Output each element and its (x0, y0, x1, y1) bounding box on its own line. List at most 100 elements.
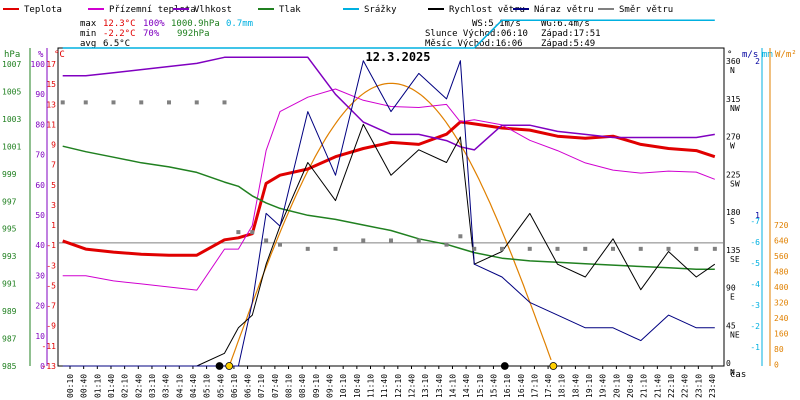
temp-axis-tick: 7 (51, 161, 56, 170)
x-tick-label: 12:10 (394, 374, 403, 398)
wind-direction-point (222, 100, 227, 105)
temp-axis-tick: -7 (46, 302, 56, 311)
dir-axis-tick: N (730, 66, 735, 75)
solar-axis-tick: 320 (774, 299, 789, 308)
axis-unit-labels: hPa % °C ° m/s mm W/m² čas (4, 50, 797, 380)
hpa-axis-tick: 997 (2, 197, 17, 206)
dir-axis-tick: 315 (726, 95, 741, 104)
temp-axis-tick: 9 (51, 141, 56, 150)
stats-block: max 12.3°C 100% 1000.9hPa 0.7mm min -2.2… (80, 19, 253, 49)
degc-unit-label: °C (54, 50, 65, 60)
hpa-axis-tick: 1007 (2, 60, 21, 69)
x-tick-label: 13:10 (421, 374, 430, 398)
temp-axis-tick: -9 (46, 322, 56, 331)
x-tick-label: 03:40 (162, 374, 171, 398)
deg-unit-label: ° (727, 50, 732, 60)
dir-axis-tick: 270 (726, 133, 741, 142)
mm-axis-tick: -3 (750, 301, 760, 310)
x-tick-label: 20:40 (626, 374, 635, 398)
solar-axis-tick: 0 (774, 361, 779, 370)
y-axes: 1007100510031001999997995993991989987985… (2, 48, 789, 377)
x-tick-label: 19:40 (599, 374, 608, 398)
solar-axis-tick: 80 (774, 345, 784, 354)
x-tick-label: 22:40 (681, 374, 690, 398)
solar-axis-tick: 480 (774, 268, 789, 277)
solar-axis-tick: 560 (774, 252, 789, 261)
x-tick-label: 17:10 (530, 374, 539, 398)
wind-direction-point (361, 238, 366, 243)
x-tick-label: 07:10 (257, 374, 266, 398)
x-axis: 00:10 00:40 01:10 01:40 02:10 02:40 03:10 03:40… (66, 366, 717, 398)
dir-axis-tick: E (730, 293, 735, 302)
series-line (62, 145, 715, 270)
moonset-marker (215, 362, 224, 370)
wind-direction-point (666, 246, 671, 251)
legend-label: Rychlost větru (449, 5, 525, 15)
x-tick-label: 01:40 (107, 374, 116, 398)
x-tick-label: 13:40 (435, 374, 444, 398)
hpa-axis-tick: 1003 (2, 115, 21, 124)
temp-axis-tick: 5 (51, 181, 56, 190)
temp-axis-tick: 11 (46, 120, 56, 129)
dir-axis-tick: 360 (726, 57, 741, 66)
solar-axis-tick: 400 (774, 283, 789, 292)
x-tick-label: 15:10 (476, 374, 485, 398)
dir-axis-tick: N (730, 368, 735, 377)
pct-axis-tick: 20 (35, 302, 45, 311)
wind-direction-point (278, 242, 282, 247)
mm-axis-tick: -2 (750, 322, 760, 331)
wind-direction-point (500, 246, 504, 251)
dir-axis-tick: 45 (726, 321, 736, 330)
wind-direction-point (83, 100, 88, 105)
series-line (62, 19, 715, 49)
x-tick-label: 18:40 (571, 374, 580, 398)
x-tick-label: 22:10 (667, 374, 676, 398)
legend-label: Srážky (364, 5, 397, 15)
wind-direction-point (167, 100, 171, 105)
x-tick-label: 14:10 (448, 374, 457, 398)
series-line (62, 88, 715, 291)
dir-axis-tick: 135 (726, 246, 741, 255)
temp-axis-tick: -5 (46, 281, 56, 290)
mm-axis-tick: -7 (750, 217, 760, 226)
wind-direction-point (444, 242, 449, 247)
wind-direction-point (389, 238, 393, 243)
pct-axis-tick: 90 (35, 90, 45, 99)
stat-avg-temp: 6.5°C (103, 39, 130, 49)
x-tick-label: 16:10 (503, 374, 512, 398)
x-tick-label: 06:10 (230, 374, 239, 398)
x-tick-label: 11:40 (380, 374, 389, 398)
x-tick-label: 10:10 (339, 374, 348, 398)
x-tick-label: 15:40 (489, 374, 498, 398)
wind-direction-point (194, 100, 199, 105)
solar-curve (228, 82, 552, 367)
moon-set-info: Západ:5:49 (541, 39, 595, 49)
series-line (62, 60, 715, 367)
hpa-axis-tick: 1001 (2, 142, 21, 151)
x-tick-label: 20:10 (612, 374, 621, 398)
stat-avg-label: avg (80, 39, 96, 49)
x-tick-label: 00:10 (66, 374, 75, 398)
dir-axis-tick: 225 (726, 170, 741, 179)
temp-axis-tick: -1 (46, 241, 56, 250)
legend-label: Vlhkost (194, 5, 232, 15)
dir-axis-tick: 180 (726, 208, 741, 217)
x-tick-label: 10:40 (353, 374, 362, 398)
x-tick-label: 08:40 (298, 374, 307, 398)
temp-axis-tick: 17 (46, 60, 56, 69)
wind-gust-info: WG:6.4m/s (541, 19, 590, 29)
wind-direction-point (250, 230, 255, 235)
wind-direction-point (264, 238, 269, 243)
plot-background (58, 48, 724, 366)
moon-rise-info: Měsíc Východ:16:06 (425, 39, 523, 49)
temp-axis-tick: 3 (51, 201, 56, 210)
legend-label: Náraz větru (534, 5, 594, 15)
legend-label: Směr větru (619, 5, 673, 15)
stat-min-hum: 70% (143, 29, 160, 39)
pct-axis-tick: 100 (31, 60, 46, 69)
hpa-axis-tick: 995 (2, 225, 17, 234)
x-tick-label: 02:10 (121, 374, 130, 398)
dir-axis-tick: S (730, 217, 735, 226)
wind-direction-point (472, 246, 477, 251)
